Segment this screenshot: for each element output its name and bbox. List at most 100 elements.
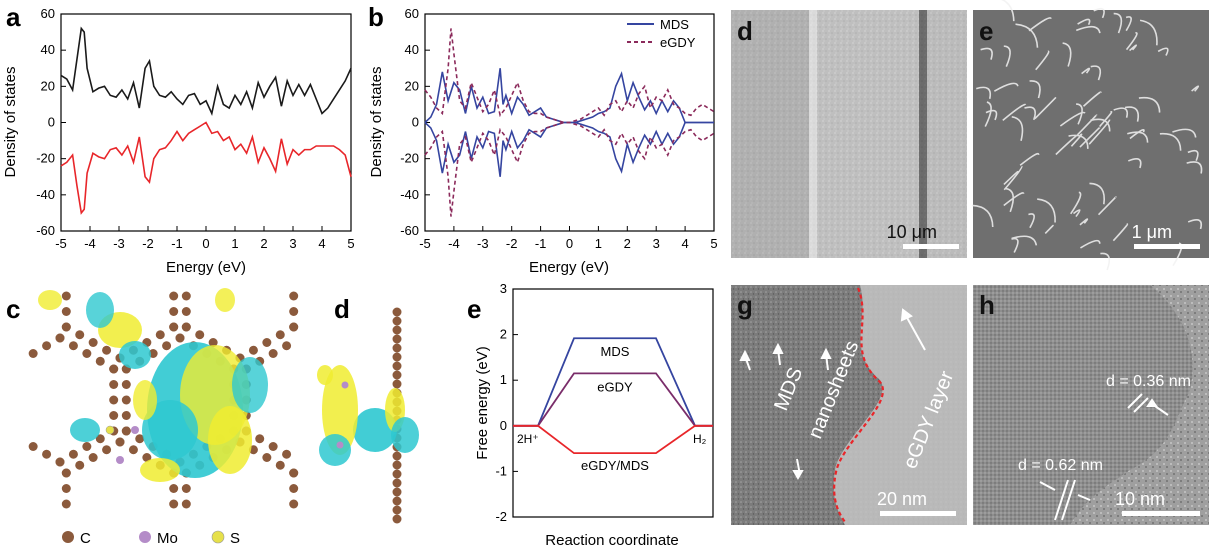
energy-path-2	[513, 424, 713, 455]
tem-h-markers	[1039, 393, 1169, 521]
carbon-atom-side	[392, 460, 402, 470]
carbon-atom	[255, 434, 265, 444]
legend-atom-c	[62, 531, 74, 543]
nanosheet-flake	[1005, 187, 1015, 213]
carbon-atom	[55, 457, 65, 467]
nanosheet-flake	[1003, 165, 1023, 191]
nanosheet-flake	[1097, 196, 1117, 216]
y-tick-label-a-1: -40	[36, 187, 55, 202]
carbon-atom	[248, 345, 258, 355]
x-tick-label-b-2: -3	[477, 236, 489, 251]
carbon-atom	[289, 468, 299, 478]
nanosheet-flake	[1186, 161, 1203, 174]
legend-atom-mo-label: Mo	[157, 530, 178, 547]
endpoint-label-start: 2H⁺	[517, 432, 539, 446]
x-tick-label-b-4: -1	[535, 236, 547, 251]
series-group-a	[60, 26, 352, 215]
carbon-atom	[61, 484, 71, 493]
x-tick-label-a-6: 1	[231, 236, 238, 251]
panel-letter-c: c	[6, 294, 20, 324]
y-tick-label-b-2: -20	[400, 151, 419, 166]
legend-label-egdy: eGDY	[660, 35, 696, 50]
y-tick-label-b-1: -40	[400, 187, 419, 202]
x-tick-label-b-1: -4	[448, 236, 460, 251]
carbon-atom	[289, 322, 299, 332]
panel-c: c C Mo S	[6, 288, 299, 547]
nanosheet-flake	[1112, 223, 1129, 242]
x-tick-label-b-7: 2	[624, 236, 631, 251]
x-tick-label-b-6: 1	[595, 236, 602, 251]
carbon-atom	[208, 338, 218, 347]
nanosheet-flake	[1077, 18, 1091, 26]
carbon-atom-side	[392, 496, 402, 506]
x-tick-label-a-3: -2	[142, 236, 154, 251]
carbon-atom-side	[392, 370, 402, 380]
tem-h-dense-region	[973, 285, 1193, 525]
nanosheet-flake	[980, 47, 993, 60]
panel-letter-h: h	[979, 290, 995, 320]
sem-panel-d: d 10 μm	[731, 10, 967, 258]
carbon-atom	[289, 484, 299, 493]
nanosheet-flake	[1011, 116, 1024, 141]
carbon-atom	[82, 349, 92, 358]
nanosheet-flake	[1125, 16, 1132, 32]
tem-panel-g: g MDS nanosheets eGDY layer 20 nm	[731, 285, 967, 525]
panel-letter-a: a	[6, 2, 21, 32]
nanosheet-flake	[1093, 7, 1105, 19]
nanosheet-flake	[1172, 128, 1197, 138]
x-tick-label-b-5: 0	[566, 236, 573, 251]
carbon-atom	[181, 499, 191, 509]
sem-column-mid	[817, 10, 919, 258]
carbon-atom	[169, 291, 179, 301]
x-tick-label-a-9: 4	[318, 236, 325, 251]
nanosheet-flake	[1079, 218, 1089, 226]
nanosheet-flake	[1090, 65, 1102, 81]
isosurface-c	[38, 288, 268, 482]
y-tick-label-e-5: 3	[500, 281, 507, 296]
nanosheet-flake	[1129, 44, 1137, 52]
carbon-atom	[109, 364, 119, 374]
series-a-1	[60, 121, 352, 215]
y-tick-label-e-4: 2	[500, 327, 507, 342]
y-tick-label-a-5: 40	[41, 42, 55, 57]
scalebar-d	[903, 244, 959, 249]
y-tick-label-b-6: 60	[405, 6, 419, 21]
carbon-atom	[28, 442, 38, 451]
nanosheet-flake	[1089, 182, 1106, 205]
nanosheet-flake	[1015, 23, 1039, 48]
plot-frame-e	[512, 288, 714, 518]
x-tick-label-a-8: 3	[289, 236, 296, 251]
carbon-atom	[102, 445, 112, 455]
series-b-1-spin-down	[424, 121, 715, 217]
x-axis-label-b: Energy (eV)	[529, 259, 609, 276]
carbon-atom	[121, 426, 131, 436]
nanosheet-flake	[1138, 96, 1161, 113]
tem-arrows	[739, 308, 926, 481]
nanosheet-flake	[985, 109, 998, 121]
carbon-atom	[195, 330, 205, 340]
carbon-atom	[61, 291, 71, 301]
y-tick-label-e-3: 1	[500, 372, 507, 387]
carbon-atom-side	[392, 379, 402, 389]
nanosheet-flake	[1125, 32, 1138, 51]
carbon-atom	[169, 484, 179, 493]
y-tick-label-a-0: -60	[36, 223, 55, 238]
y-tick-label-e-0: -2	[495, 509, 507, 524]
nanosheet-flake	[1075, 25, 1101, 34]
axes-a: -5 -4 -3 -2 -1 0 1 2 3 4 5 -60 -40 -20 0 20 40 60	[36, 6, 354, 251]
panel-letter-b: b	[368, 2, 384, 32]
legend-atom-mo	[139, 531, 151, 543]
carbon-atom	[135, 434, 145, 444]
x-tick-label-a-0: -5	[55, 236, 67, 251]
atom-legend: C Mo S	[62, 530, 240, 547]
nanosheet-flake	[1055, 134, 1078, 156]
carbon-atom	[42, 449, 52, 459]
carbon-atom	[282, 341, 292, 351]
y-tick-label-b-0: -60	[400, 223, 419, 238]
carbon-atom	[142, 453, 152, 462]
axes-e: -2 -1 0 1 2 3	[495, 281, 518, 524]
y-tick-label-e-2: 0	[500, 418, 507, 433]
lattice-spacing-2: d = 0.62 nm	[1018, 457, 1103, 474]
carbon-atom	[268, 349, 278, 358]
